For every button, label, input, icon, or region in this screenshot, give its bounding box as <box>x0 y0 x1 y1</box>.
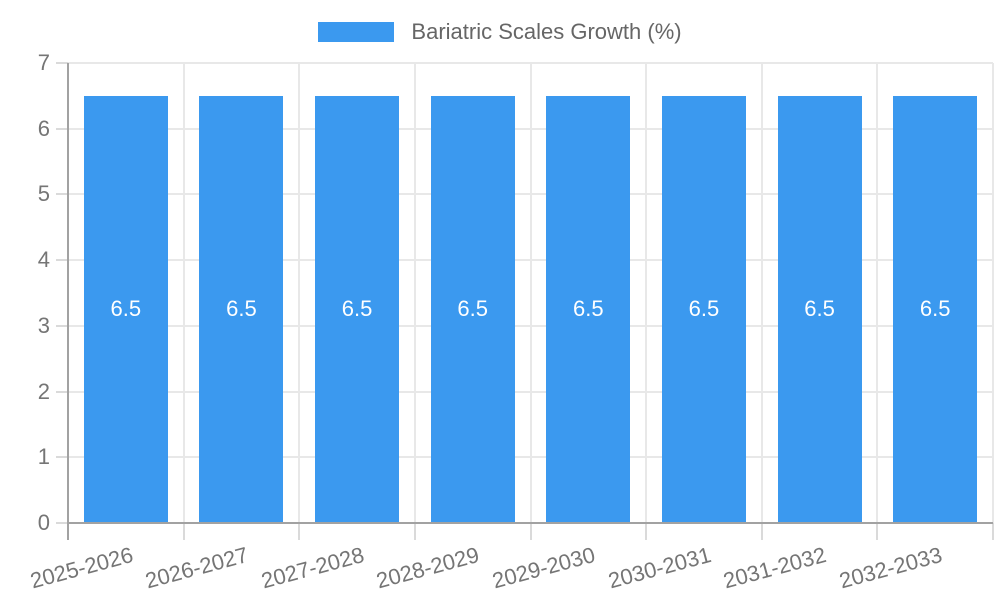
x-axis-tick-label: 2031-2032 <box>720 542 830 594</box>
x-axis-tick <box>413 523 416 540</box>
x-axis-tick-label: 2026-2027 <box>142 542 251 594</box>
y-axis-tick-label: 2 <box>37 378 50 404</box>
legend-item[interactable]: Bariatric Scales Growth (%) <box>318 18 682 46</box>
y-axis-tick <box>56 522 68 524</box>
gridline-vertical <box>645 63 648 523</box>
bar: 6.5 <box>430 95 515 523</box>
bar: 6.5 <box>83 95 168 523</box>
y-axis-tick <box>56 62 68 64</box>
x-axis-tick-label: 2030-2031 <box>605 542 714 594</box>
bar-value-label: 6.5 <box>110 296 142 322</box>
gridline-vertical <box>413 63 416 523</box>
bar-value-label: 6.5 <box>573 296 604 322</box>
gridline-vertical <box>182 63 185 523</box>
bar-value-label: 6.5 <box>457 296 488 322</box>
y-axis-tick-label: 3 <box>37 312 50 338</box>
gridline-vertical <box>876 63 879 523</box>
y-axis-tick <box>56 324 68 327</box>
bar-value-label: 6.5 <box>919 296 951 322</box>
gridline-vertical <box>529 63 532 523</box>
x-axis-tick-label: 2032-2033 <box>836 542 945 594</box>
y-axis-tick-label: 6 <box>37 115 50 141</box>
y-axis-tick <box>56 259 68 262</box>
bar: 6.5 <box>661 95 746 523</box>
y-axis-tick <box>56 456 68 459</box>
bar: 6.5 <box>315 95 400 523</box>
x-axis-tick-label: 2027-2028 <box>258 542 367 594</box>
x-axis-line <box>68 522 993 524</box>
x-axis-tick <box>876 523 879 540</box>
x-axis-tick <box>182 523 185 540</box>
bar: 6.5 <box>893 95 978 523</box>
y-axis-tick-label: 5 <box>37 181 50 207</box>
bar: 6.5 <box>199 95 284 523</box>
bar-value-label: 6.5 <box>688 296 720 322</box>
x-axis-tick-label: 2028-2029 <box>374 542 483 594</box>
y-axis-line <box>67 63 69 540</box>
bar: 6.5 <box>546 95 631 523</box>
y-axis-tick-label: 0 <box>37 510 50 535</box>
legend-swatch <box>318 22 395 42</box>
bar-value-label: 6.5 <box>341 296 373 322</box>
gridline-vertical <box>298 63 301 523</box>
x-axis-tick <box>760 523 763 540</box>
chart-legend: Bariatric Scales Growth (%) <box>0 16 1000 48</box>
x-axis-tick-label: 2029-2030 <box>489 542 598 594</box>
y-axis-tick <box>56 127 68 130</box>
x-axis-tick-label: 2025-2026 <box>27 542 136 594</box>
bar-value-label: 6.5 <box>226 296 257 322</box>
y-axis-tick-label: 1 <box>37 444 50 470</box>
gridline-vertical <box>760 63 763 523</box>
x-axis-tick <box>645 523 648 540</box>
y-axis-tick-label: 7 <box>37 50 50 75</box>
x-axis-tick <box>992 523 994 540</box>
y-axis-tick-label: 4 <box>37 247 50 273</box>
bar-value-label: 6.5 <box>804 296 835 322</box>
bar: 6.5 <box>777 95 862 523</box>
x-axis-tick <box>529 523 532 540</box>
y-axis-tick <box>56 390 68 393</box>
x-axis-tick <box>298 523 301 540</box>
legend-label: Bariatric Scales Growth (%) <box>411 19 682 44</box>
gridline-vertical <box>992 63 994 523</box>
y-axis-tick <box>56 193 68 196</box>
